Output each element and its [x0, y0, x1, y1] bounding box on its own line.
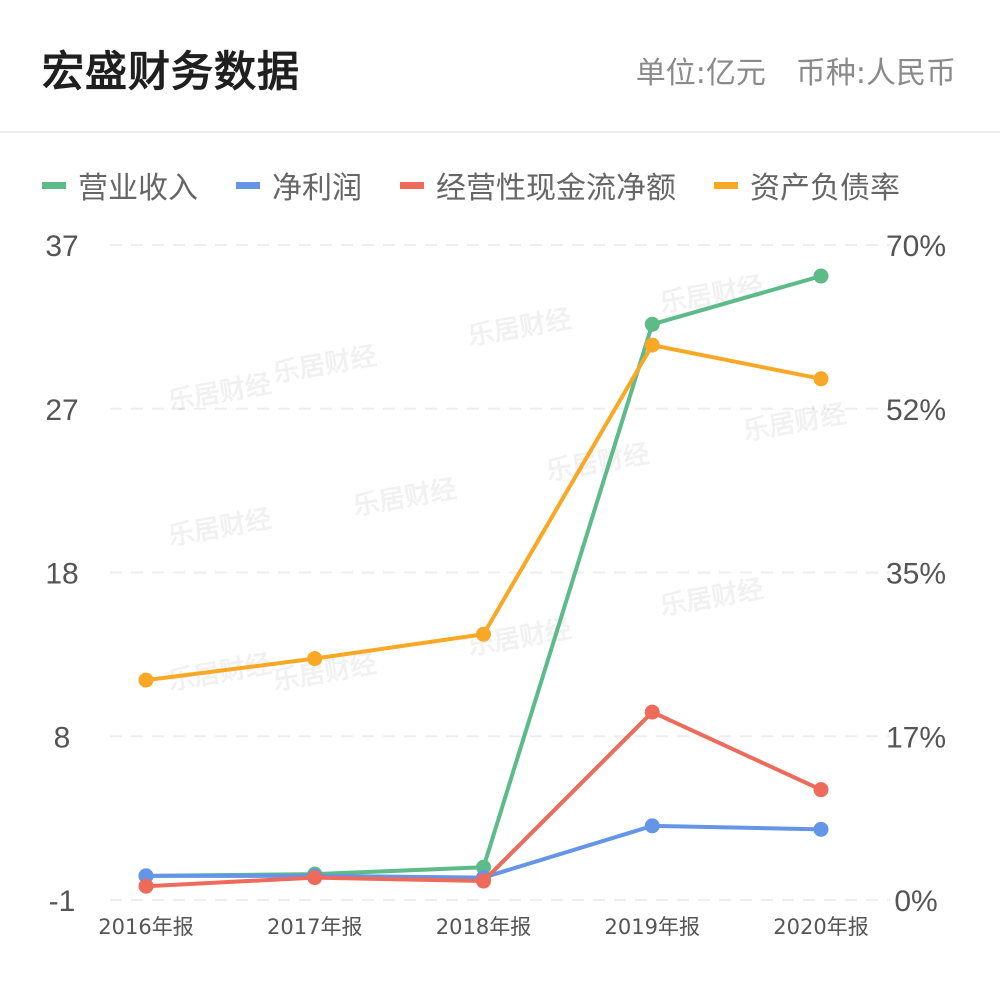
- data-point-debt-ratio: [644, 337, 660, 353]
- legend-swatch-debt-ratio: [714, 181, 738, 189]
- x-tick-label: 2020年报: [773, 915, 868, 939]
- line-chart: 37 70% 27 52% 18 35% 8 17% -1 0% 2016年报 2017年报 2018年…: [45, 230, 946, 939]
- data-point-net-profit: [813, 821, 829, 837]
- watermark-text: 乐居财经: [166, 503, 274, 552]
- data-point-debt-ratio: [476, 626, 491, 642]
- legend-label-operating-cash-flow: 经营性现金流净额: [436, 171, 676, 206]
- y-left-tick-label: 8: [54, 721, 71, 754]
- y-left-tick-label: -1: [49, 885, 76, 918]
- legend-swatch-operating-cash-flow: [400, 181, 424, 189]
- watermark-text: 乐居财经: [741, 398, 849, 447]
- legend-item-debt-ratio[interactable]: 资产负债率: [714, 163, 900, 207]
- data-point-revenue: [813, 268, 829, 284]
- legend-item-operating-cash-flow[interactable]: 经营性现金流净额: [400, 163, 676, 207]
- legend-label-net-profit: 净利润: [272, 171, 362, 206]
- chart-legend: 营业收入 净利润 经营性现金流净额 资产负债率: [42, 160, 938, 210]
- y-right-tick-label: 35%: [886, 558, 946, 591]
- x-tick-label: 2019年报: [605, 915, 700, 939]
- unit-label: 单位:亿元: [635, 56, 766, 91]
- unit-info: 单位:亿元 币种:人民币: [636, 48, 956, 92]
- data-point-operating-cash-flow: [138, 878, 154, 894]
- legend-item-net-profit[interactable]: 净利润: [236, 163, 362, 207]
- y-right-tick-label: 17%: [886, 721, 946, 754]
- data-point-debt-ratio: [307, 651, 323, 667]
- data-point-revenue: [644, 316, 660, 332]
- y-right-tick-label: 0%: [894, 885, 937, 918]
- x-tick-label: 2018年报: [436, 915, 531, 939]
- legend-swatch-net-profit: [236, 181, 260, 189]
- data-point-net-profit: [138, 868, 154, 884]
- watermark-text: 乐居财经: [658, 573, 766, 622]
- watermark-text: 乐居财经: [466, 303, 574, 352]
- legend-label-debt-ratio: 资产负债率: [750, 171, 900, 206]
- header: 宏盛财务数据 单位:亿元 币种:人民币: [0, 0, 1000, 133]
- data-point-operating-cash-flow: [476, 873, 491, 889]
- legend-swatch-revenue: [42, 181, 66, 189]
- data-point-operating-cash-flow: [644, 704, 660, 720]
- data-point-net-profit: [644, 818, 660, 834]
- y-right-tick-label: 70%: [886, 230, 946, 263]
- y-left-tick-label: 18: [45, 558, 78, 591]
- legend-label-revenue: 营业收入: [78, 171, 198, 206]
- legend-item-revenue[interactable]: 营业收入: [42, 163, 198, 207]
- x-tick-label: 2017年报: [267, 915, 362, 939]
- data-point-debt-ratio: [138, 672, 154, 688]
- y-left-tick-label: 37: [45, 230, 78, 263]
- page-title: 宏盛财务数据: [42, 47, 301, 96]
- data-point-revenue: [476, 859, 491, 875]
- currency-label: 币种:人民币: [795, 56, 956, 91]
- watermark-text: 乐居财经: [544, 438, 652, 487]
- series-line-revenue: [145, 274, 822, 878]
- data-point-debt-ratio: [813, 371, 829, 387]
- data-point-operating-cash-flow: [307, 870, 323, 886]
- watermark-text: 乐居财经: [271, 340, 379, 389]
- y-left-tick-label: 27: [45, 394, 78, 427]
- y-right-tick-label: 52%: [886, 394, 946, 427]
- data-point-operating-cash-flow: [813, 782, 829, 798]
- watermark-text: 乐居财经: [351, 473, 459, 522]
- x-tick-label: 2016年报: [98, 915, 193, 939]
